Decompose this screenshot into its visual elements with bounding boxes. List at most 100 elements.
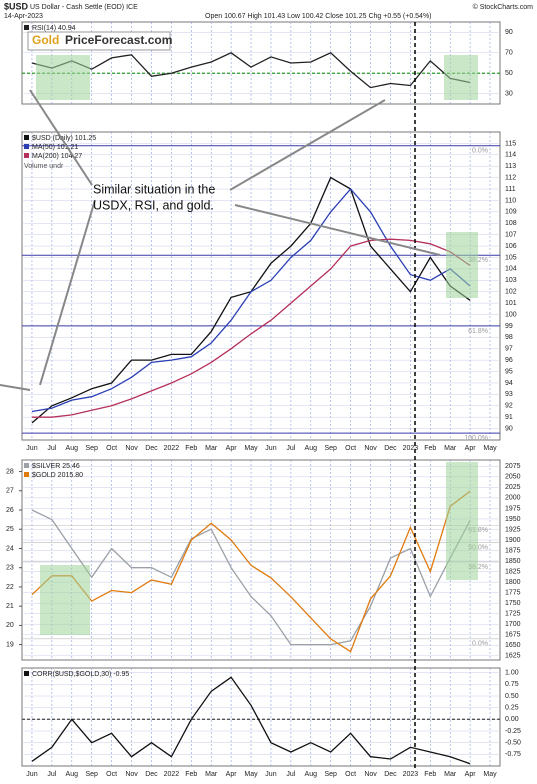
legend-label: $USD (Daily) 101.25 — [32, 135, 96, 142]
panel-frame — [21, 459, 501, 661]
panel-frame — [21, 131, 501, 441]
y-tick-label: 50 — [505, 70, 513, 77]
y-tick-label: 1875 — [505, 547, 521, 554]
y2-tick-label: 21 — [6, 603, 14, 610]
y-tick-label: 113 — [505, 163, 516, 170]
fib-label: 100.0% — [464, 435, 488, 442]
y-tick-label: -0.75 — [505, 751, 521, 758]
fib-label: 61.8% — [468, 328, 488, 335]
series-line — [31, 52, 471, 89]
y-tick-label: 112 — [505, 174, 516, 181]
x-tick-label: Mar — [205, 771, 218, 778]
x-tick-label: Feb — [424, 445, 436, 452]
annotation-arrows — [0, 89, 441, 391]
x-tick-label: May — [483, 445, 497, 452]
x-tick-label: 2022 — [164, 771, 180, 778]
y-tick-label: 30 — [505, 91, 513, 98]
y-tick-label: 0.50 — [505, 693, 519, 700]
y2-tick-label: 19 — [6, 641, 14, 648]
legend-swatch — [24, 144, 29, 149]
y-tick-label: 105 — [505, 254, 517, 261]
x-tick-label: Jul — [286, 445, 295, 452]
y-tick-label: 106 — [505, 243, 517, 250]
y-tick-label: 1700 — [505, 621, 521, 628]
y-tick-label: 101 — [505, 300, 517, 307]
x-tick-label: Jul — [47, 771, 56, 778]
y-tick-label: 2050 — [505, 474, 521, 481]
x-tick-label: Apr — [465, 445, 477, 452]
y-tick-label: 1750 — [505, 600, 521, 607]
x-tick-label: 2023 — [403, 445, 419, 452]
y-tick-label: 1800 — [505, 579, 521, 586]
y-tick-label: 2025 — [505, 484, 521, 491]
y-tick-label: 0.00 — [505, 716, 519, 723]
y-tick-label: 115 — [505, 140, 516, 147]
volume-label: Volume undr — [24, 163, 64, 170]
y-tick-label: 104 — [505, 266, 517, 273]
y-tick-label: 98 — [505, 334, 513, 341]
y-tick-label: 1950 — [505, 516, 521, 523]
legend-swatch — [24, 671, 29, 676]
y-tick-label: 1675 — [505, 632, 521, 639]
series-line — [31, 676, 471, 765]
x-tick-label: Sep — [85, 445, 98, 452]
annotation: USDX, RSI, and gold. — [93, 198, 214, 212]
x-tick-label: Apr — [226, 445, 238, 452]
x-tick-label: 2022 — [164, 445, 180, 452]
symbol-name: US Dollar - Cash Settle (EOD) ICE — [30, 4, 138, 11]
fib-label: 50.0% — [468, 545, 488, 552]
series-line — [31, 509, 471, 646]
x-tick-label: Oct — [106, 445, 117, 452]
y-tick-label: 110 — [505, 197, 516, 204]
y-tick-label: 95 — [505, 368, 513, 375]
x-tick-label: Sep — [85, 771, 98, 778]
legend-label: MA(50) 101.21 — [32, 144, 78, 151]
x-tick-label: Mar — [205, 445, 218, 452]
y2-tick-label: 28 — [6, 468, 14, 475]
x-tick-label: May — [244, 445, 258, 452]
x-tick-label: Nov — [364, 445, 377, 452]
y-tick-label: 102 — [505, 289, 517, 296]
y-tick-label: 99 — [505, 323, 513, 330]
y-tick-label: 96 — [505, 357, 513, 364]
y-tick-label: 0.25 — [505, 705, 519, 712]
legend-label: CORR($USD,$GOLD,30) -0.95 — [32, 671, 129, 678]
y2-tick-label: 24 — [6, 545, 14, 552]
x-tick-label: Feb — [424, 771, 436, 778]
x-tick-label: Nov — [364, 771, 377, 778]
x-tick-label: Dec — [145, 445, 158, 452]
x-tick-label: Aug — [66, 445, 79, 452]
y-tick-label: 90 — [505, 29, 513, 36]
date: 14-Apr-2023 — [4, 13, 43, 20]
y2-tick-label: 27 — [6, 488, 14, 495]
legend-swatch — [24, 135, 29, 140]
y-tick-label: 1775 — [505, 589, 521, 596]
x-tick-label: Sep — [324, 445, 337, 452]
fib-label: 38.2% — [468, 257, 488, 264]
y-tick-label: 2000 — [505, 495, 521, 502]
legend-swatch — [24, 472, 29, 477]
x-tick-label: May — [483, 771, 497, 778]
fib-label: 38.2% — [468, 564, 488, 571]
x-tick-label: Feb — [185, 445, 197, 452]
y-tick-label: 93 — [505, 391, 513, 398]
x-tick-label: Sep — [324, 771, 337, 778]
y2-tick-label: 25 — [6, 526, 14, 533]
x-tick-label: Jun — [265, 445, 276, 452]
logo-gold: Gold — [32, 33, 59, 47]
logo-site: PriceForecast.com — [65, 33, 172, 47]
y-tick-label: 111 — [505, 186, 516, 193]
x-tick-label: Apr — [226, 771, 238, 778]
y-tick-label: 1900 — [505, 537, 521, 544]
x-tick-label: Jul — [286, 771, 295, 778]
y-tick-label: 103 — [505, 277, 517, 284]
x-tick-label: Dec — [145, 771, 158, 778]
fib-label: 0.0% — [472, 148, 488, 155]
x-tick-label: Aug — [305, 445, 318, 452]
y-tick-label: 1.00 — [505, 670, 519, 677]
legend-swatch — [24, 463, 29, 468]
logo: Gold PriceForecast.com — [27, 31, 172, 51]
x-tick-label: Aug — [66, 771, 79, 778]
